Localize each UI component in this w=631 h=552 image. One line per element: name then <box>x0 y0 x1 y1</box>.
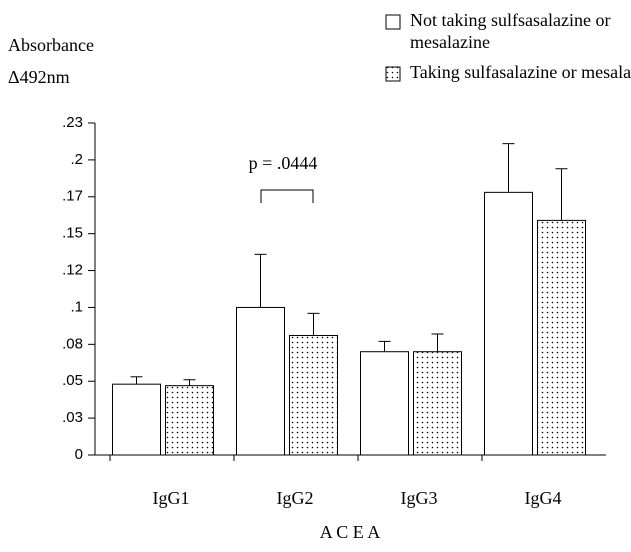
x-tick-label: IgG1 <box>153 488 190 508</box>
y-tick-label: .08 <box>62 335 83 352</box>
y-tick-label: .05 <box>62 372 83 389</box>
x-tick-label: IgG3 <box>401 488 438 508</box>
bar <box>413 351 462 456</box>
y-tick-label: .03 <box>62 409 83 426</box>
y-tick-label: .15 <box>62 225 83 242</box>
bracket <box>260 189 314 203</box>
y-tick-label: .2 <box>70 151 83 168</box>
bar <box>236 306 285 456</box>
y-tick-label: .1 <box>70 298 83 315</box>
x-axis-label: A C E A <box>320 522 381 542</box>
legend-swatch <box>385 66 401 82</box>
y-tick-label: .17 <box>62 188 83 205</box>
y-axis-label: Absorbance <box>8 35 94 55</box>
legend-swatch <box>385 14 401 30</box>
y-tick-label: .12 <box>62 262 83 279</box>
bar <box>537 219 586 456</box>
annotation: p = .0444 <box>249 153 318 173</box>
bar <box>112 383 161 456</box>
bar <box>165 385 214 456</box>
x-tick-label: IgG4 <box>525 488 562 508</box>
x-tick-label: IgG2 <box>277 488 314 508</box>
legend-entry: Taking sulfasalazine or mesalazine <box>410 62 631 82</box>
bar <box>360 351 409 456</box>
y-axis-label: Δ492nm <box>8 67 70 87</box>
y-tick-label: .23 <box>62 114 83 131</box>
legend-entry: Not taking sulfsasalazine or mesalazine <box>410 10 611 52</box>
bar <box>484 191 533 456</box>
y-tick-label: 0 <box>75 446 83 463</box>
bar <box>289 334 338 456</box>
